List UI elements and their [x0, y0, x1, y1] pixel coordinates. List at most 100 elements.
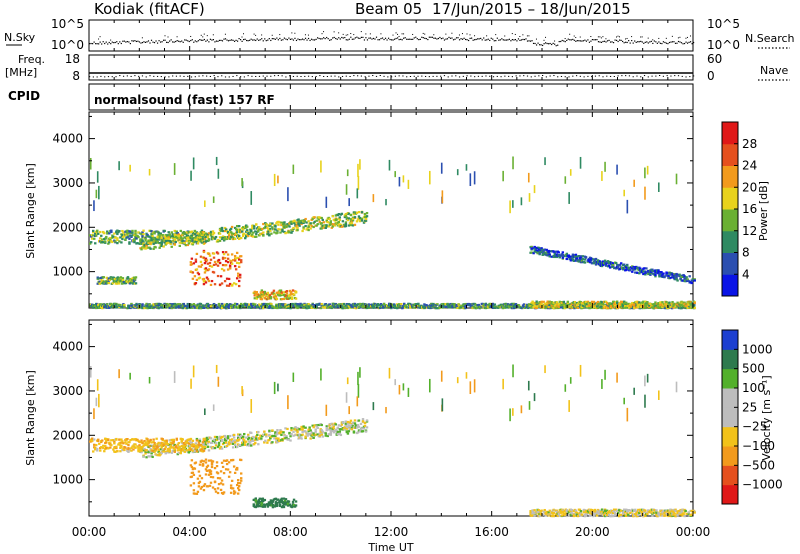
heatmap-cell [109, 238, 112, 241]
heatmap-cell [183, 241, 187, 244]
heatmap-cell [453, 306, 456, 309]
noise-point [410, 38, 412, 41]
nave-point [628, 75, 631, 77]
heatmap-cell [202, 256, 206, 259]
heatmap-cell [552, 307, 555, 310]
nave-point [693, 75, 695, 77]
heatmap-cell [194, 442, 198, 445]
noise-point [688, 41, 690, 43]
noise-point [472, 39, 474, 41]
nave-point [557, 76, 559, 78]
noise-point [350, 33, 352, 35]
noise-point [552, 42, 554, 44]
noise-point [534, 42, 536, 45]
noise-point [243, 38, 245, 41]
heatmap-cell [252, 231, 255, 234]
heatmap-cell [212, 231, 216, 235]
heatmap-cell [153, 450, 156, 453]
noise-point [289, 38, 292, 40]
heatmap-cell [252, 302, 255, 306]
heatmap-cell [252, 235, 255, 238]
heatmap-cell [136, 234, 139, 238]
noise-point [490, 37, 492, 39]
heatmap-cell [620, 262, 623, 265]
heatmap-cell [579, 156, 582, 169]
noise-point [661, 42, 663, 45]
heatmap-cell [217, 304, 221, 307]
heatmap-cell [633, 305, 636, 308]
heatmap-cell [356, 303, 360, 306]
heatmap-cell [201, 304, 205, 307]
noise-point [200, 39, 202, 41]
heatmap-cell [384, 306, 388, 309]
heatmap-cell [113, 280, 117, 283]
heatmap-cell [545, 248, 548, 251]
heatmap-cell [233, 259, 237, 262]
heatmap-cell [661, 274, 664, 277]
noise-point [95, 43, 97, 45]
noise-point [105, 41, 107, 43]
heatmap-cell [625, 266, 628, 269]
heatmap-cell [669, 276, 672, 279]
noise-point [326, 36, 328, 39]
noise-point [608, 39, 610, 42]
heatmap-cell [673, 302, 676, 305]
heatmap-cell [244, 237, 247, 240]
heatmap-cell [201, 305, 205, 308]
noise-point [206, 35, 208, 37]
heatmap-cell [277, 228, 280, 231]
noise-point [575, 37, 577, 39]
heatmap-cell [309, 227, 312, 230]
noise-point [371, 38, 373, 40]
noise-point [230, 39, 233, 41]
heatmap-cell [576, 306, 580, 309]
noise-point [333, 31, 335, 33]
nave-point [119, 75, 121, 77]
noise-point [329, 39, 331, 41]
heatmap-cell [281, 230, 284, 233]
nave-point [228, 76, 230, 78]
heatmap-cell [365, 211, 369, 215]
nave-point [130, 75, 132, 77]
heatmap-cell [614, 261, 618, 265]
noise-point [323, 31, 325, 33]
heatmap-cell [191, 271, 195, 274]
heatmap-cell [645, 303, 648, 306]
heatmap-cell [200, 233, 204, 237]
heatmap-cell [600, 301, 604, 304]
heatmap-cell [291, 289, 295, 292]
heatmap-cell [453, 305, 456, 308]
heatmap-cell [234, 283, 238, 286]
noise-point [283, 37, 285, 39]
heatmap-cell [584, 300, 588, 304]
heatmap-cell [246, 229, 249, 232]
heatmap-cell [683, 301, 686, 304]
heatmap-cell [136, 242, 139, 245]
heatmap-cell [337, 217, 341, 220]
nave-point [579, 75, 581, 77]
heatmap-cell [364, 216, 368, 219]
nave-point [92, 76, 94, 78]
heatmap-cell [188, 440, 192, 443]
heatmap-cell [676, 274, 679, 277]
noise-point [300, 39, 302, 41]
heatmap-cell [100, 234, 103, 237]
nave-point [345, 75, 347, 77]
heatmap-cell [601, 263, 605, 266]
heatmap-cell [269, 296, 273, 299]
noise-point [677, 37, 679, 39]
heatmap-cell [213, 237, 217, 240]
heatmap-cell [224, 260, 228, 263]
noise-point [507, 39, 509, 41]
heatmap-cell [400, 303, 403, 306]
noise-point [652, 42, 654, 45]
noise-point [576, 40, 578, 42]
heatmap-cell [403, 302, 406, 305]
nave-point [289, 75, 291, 77]
heatmap-cell [203, 445, 207, 449]
heatmap-cell [419, 306, 422, 309]
heatmap-cell [230, 232, 234, 235]
noise-point [271, 34, 273, 36]
heatmap-cell [320, 160, 322, 173]
